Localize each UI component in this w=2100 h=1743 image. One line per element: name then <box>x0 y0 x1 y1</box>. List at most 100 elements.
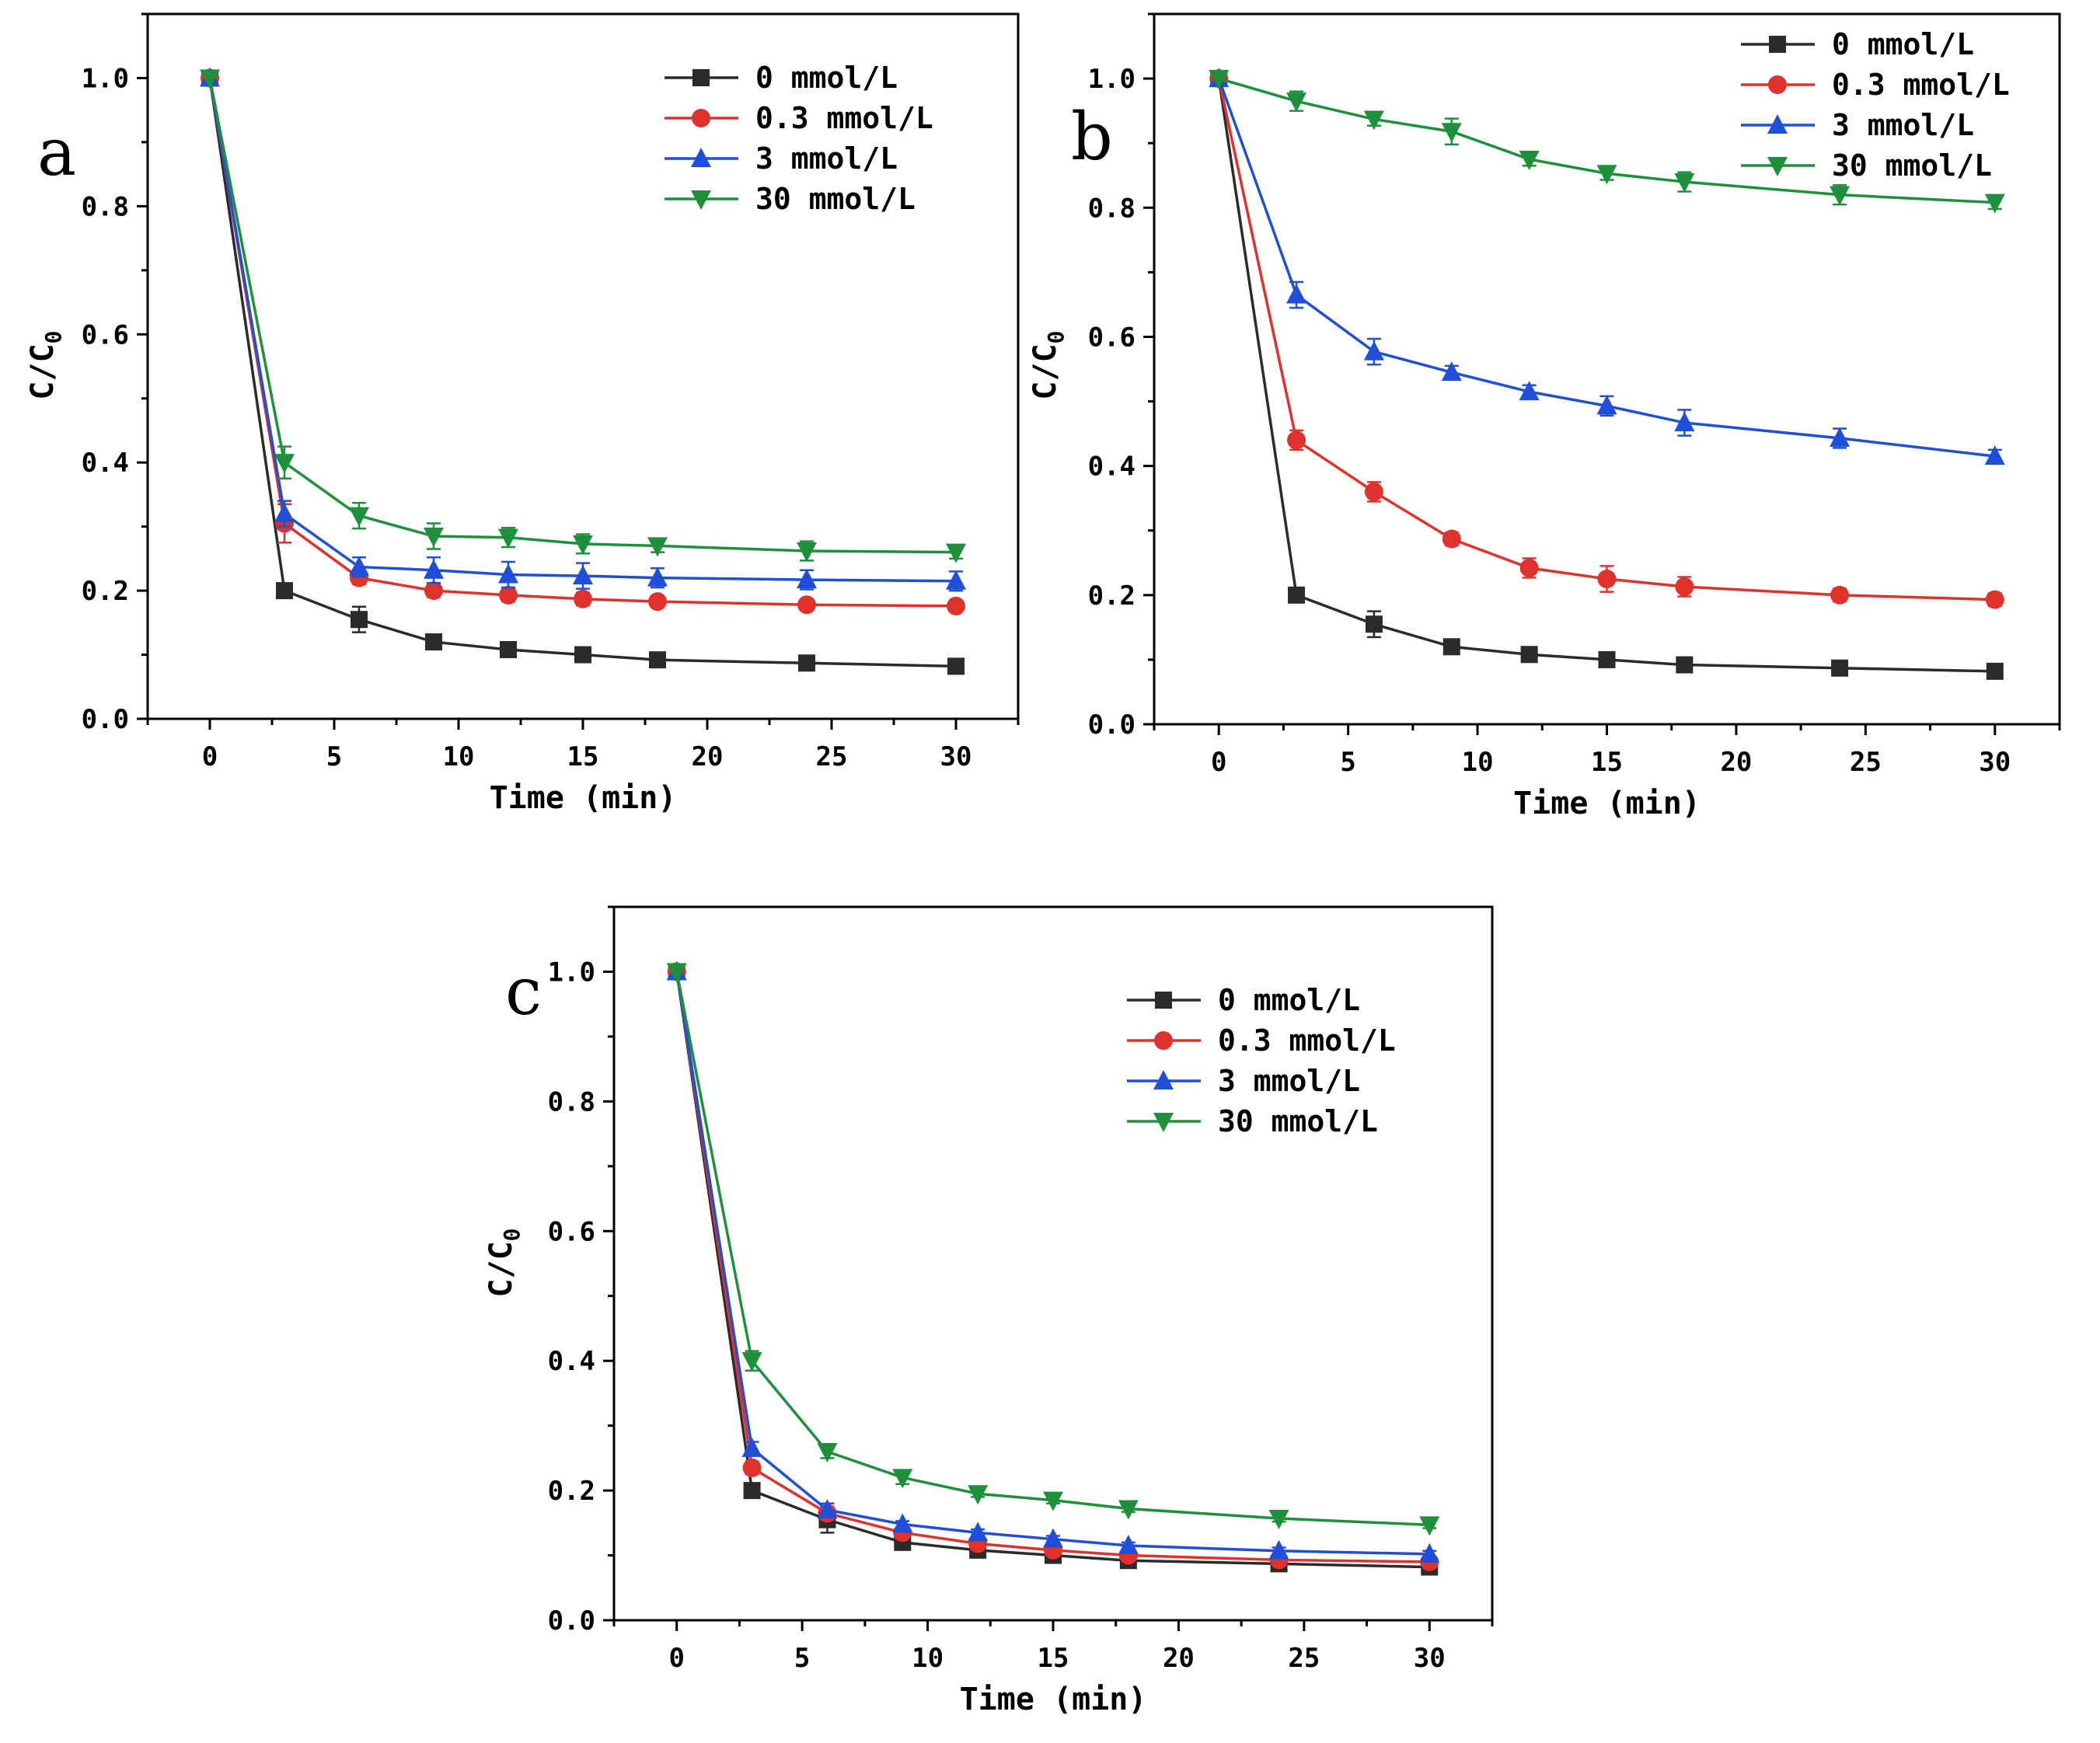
y-tick-label: 0.0 <box>548 1605 595 1637</box>
legend-label: 30 mmol/L <box>1218 1104 1378 1138</box>
y-tick-label: 1.0 <box>82 63 129 94</box>
data-point <box>1268 1509 1289 1529</box>
data-point <box>892 1513 913 1533</box>
data-point <box>1831 659 1849 677</box>
data-point <box>797 595 816 615</box>
legend-marker <box>1769 36 1786 53</box>
data-point <box>1419 1516 1440 1536</box>
legend-label: 0.3 mmol/L <box>1832 68 2010 102</box>
series-3-mmol-l <box>200 67 966 592</box>
data-point <box>1984 445 2005 465</box>
legend-label: 0.3 mmol/L <box>1218 1023 1396 1058</box>
y-tick-label: 0.4 <box>548 1346 595 1377</box>
series-30-mmol-l <box>666 963 1440 1536</box>
data-point <box>647 566 668 587</box>
series-30-mmol-l <box>200 69 966 563</box>
panel-letter: b <box>1071 99 1113 175</box>
data-point <box>424 581 443 601</box>
legend-label: 0 mmol/L <box>1218 983 1360 1017</box>
data-point <box>797 542 817 562</box>
data-point <box>648 592 667 612</box>
chart-panel-b: 0 5 10 15 20 25 30 0.0 0.2 0.4 0.6 0.8 1.0 Time (min)… <box>1027 12 2061 821</box>
x-tick-label: 10 <box>1462 747 1494 778</box>
data-point <box>1288 586 1306 604</box>
data-point <box>946 570 966 590</box>
legend-label: 30 mmol/L <box>755 182 916 216</box>
legend-label: 0.3 mmol/L <box>755 101 933 135</box>
y-axis-label-subscript: 0 <box>1043 330 1069 343</box>
legend-marker <box>1155 992 1172 1009</box>
data-point <box>425 633 442 651</box>
data-point <box>968 1522 989 1542</box>
data-point <box>1287 431 1306 450</box>
x-tick-label: 20 <box>692 741 724 772</box>
legend-label: 3 mmol/L <box>1218 1064 1360 1098</box>
panel-letter: a <box>37 114 76 190</box>
x-tick-label: 5 <box>794 1643 810 1674</box>
data-point <box>1676 656 1694 674</box>
y-axis-label-subscript: 0 <box>40 330 66 343</box>
data-point <box>1118 1535 1139 1555</box>
y-tick-label: 0.6 <box>548 1216 595 1247</box>
data-point <box>1364 482 1383 501</box>
chart-panel-a: 0 5 10 15 20 25 30 0.0 0.2 0.4 0.6 0.8 1.0 Time (min)… <box>25 12 1020 816</box>
data-point <box>573 565 593 585</box>
data-point <box>499 585 518 605</box>
data-point <box>200 69 220 89</box>
x-axis-label: Time (min) <box>1513 786 1701 821</box>
y-axis-label: C/C0 <box>25 330 66 399</box>
legend-marker <box>1767 157 1788 176</box>
data-point <box>1419 1543 1440 1563</box>
data-point <box>1442 529 1461 549</box>
y-tick-label: 0.6 <box>82 319 129 350</box>
x-tick-label: 25 <box>1288 1643 1320 1674</box>
x-tick-label: 0 <box>202 741 218 772</box>
data-point <box>1830 427 1851 447</box>
data-point <box>1441 123 1462 143</box>
data-point <box>797 569 817 589</box>
y-tick-label: 0.2 <box>1088 580 1135 612</box>
data-point <box>1268 1539 1289 1560</box>
series-3-mmol-l <box>666 960 1440 1563</box>
y-tick-label: 0.6 <box>1088 322 1135 353</box>
data-point <box>574 646 591 664</box>
data-point <box>947 596 965 615</box>
legend-marker <box>691 190 711 210</box>
y-tick-label: 0.0 <box>1088 709 1135 741</box>
x-tick-label: 15 <box>1038 1643 1069 1674</box>
data-point <box>349 507 369 527</box>
data-point <box>1985 590 2004 609</box>
data-point <box>1520 646 1538 664</box>
y-tick-label: 1.0 <box>1088 64 1135 95</box>
y-tick-label: 1.0 <box>548 957 595 988</box>
data-point <box>1441 361 1462 382</box>
data-point <box>741 1437 762 1457</box>
x-axis-label: Time (min) <box>960 1682 1147 1717</box>
x-tick-label: 25 <box>1850 747 1882 778</box>
x-tick-label: 10 <box>443 741 475 772</box>
x-tick-label: 30 <box>1979 747 2011 778</box>
data-point <box>798 654 815 672</box>
y-tick-label: 0.4 <box>1088 451 1135 483</box>
series-30-mmol-l <box>1209 70 2005 214</box>
legend-marker <box>1153 1070 1174 1089</box>
x-tick-label: 5 <box>326 741 342 772</box>
series-3-mmol-l <box>1209 68 2005 465</box>
x-tick-label: 25 <box>816 741 848 772</box>
legend-marker <box>691 148 711 167</box>
data-point <box>1598 650 1616 668</box>
data-point <box>817 1443 838 1463</box>
data-point <box>1209 70 1230 90</box>
x-tick-label: 0 <box>668 1643 684 1674</box>
x-tick-label: 30 <box>940 741 972 772</box>
data-point <box>1986 662 2004 680</box>
data-point <box>743 1482 761 1500</box>
data-point <box>274 454 295 474</box>
x-tick-label: 15 <box>1591 747 1623 778</box>
legend-marker <box>1768 75 1787 94</box>
series-line <box>675 971 1430 1563</box>
data-point <box>349 556 369 576</box>
x-axis-label: Time (min) <box>490 780 677 816</box>
y-tick-label: 0.8 <box>1088 193 1135 224</box>
legend-label: 0 mmol/L <box>755 61 898 95</box>
